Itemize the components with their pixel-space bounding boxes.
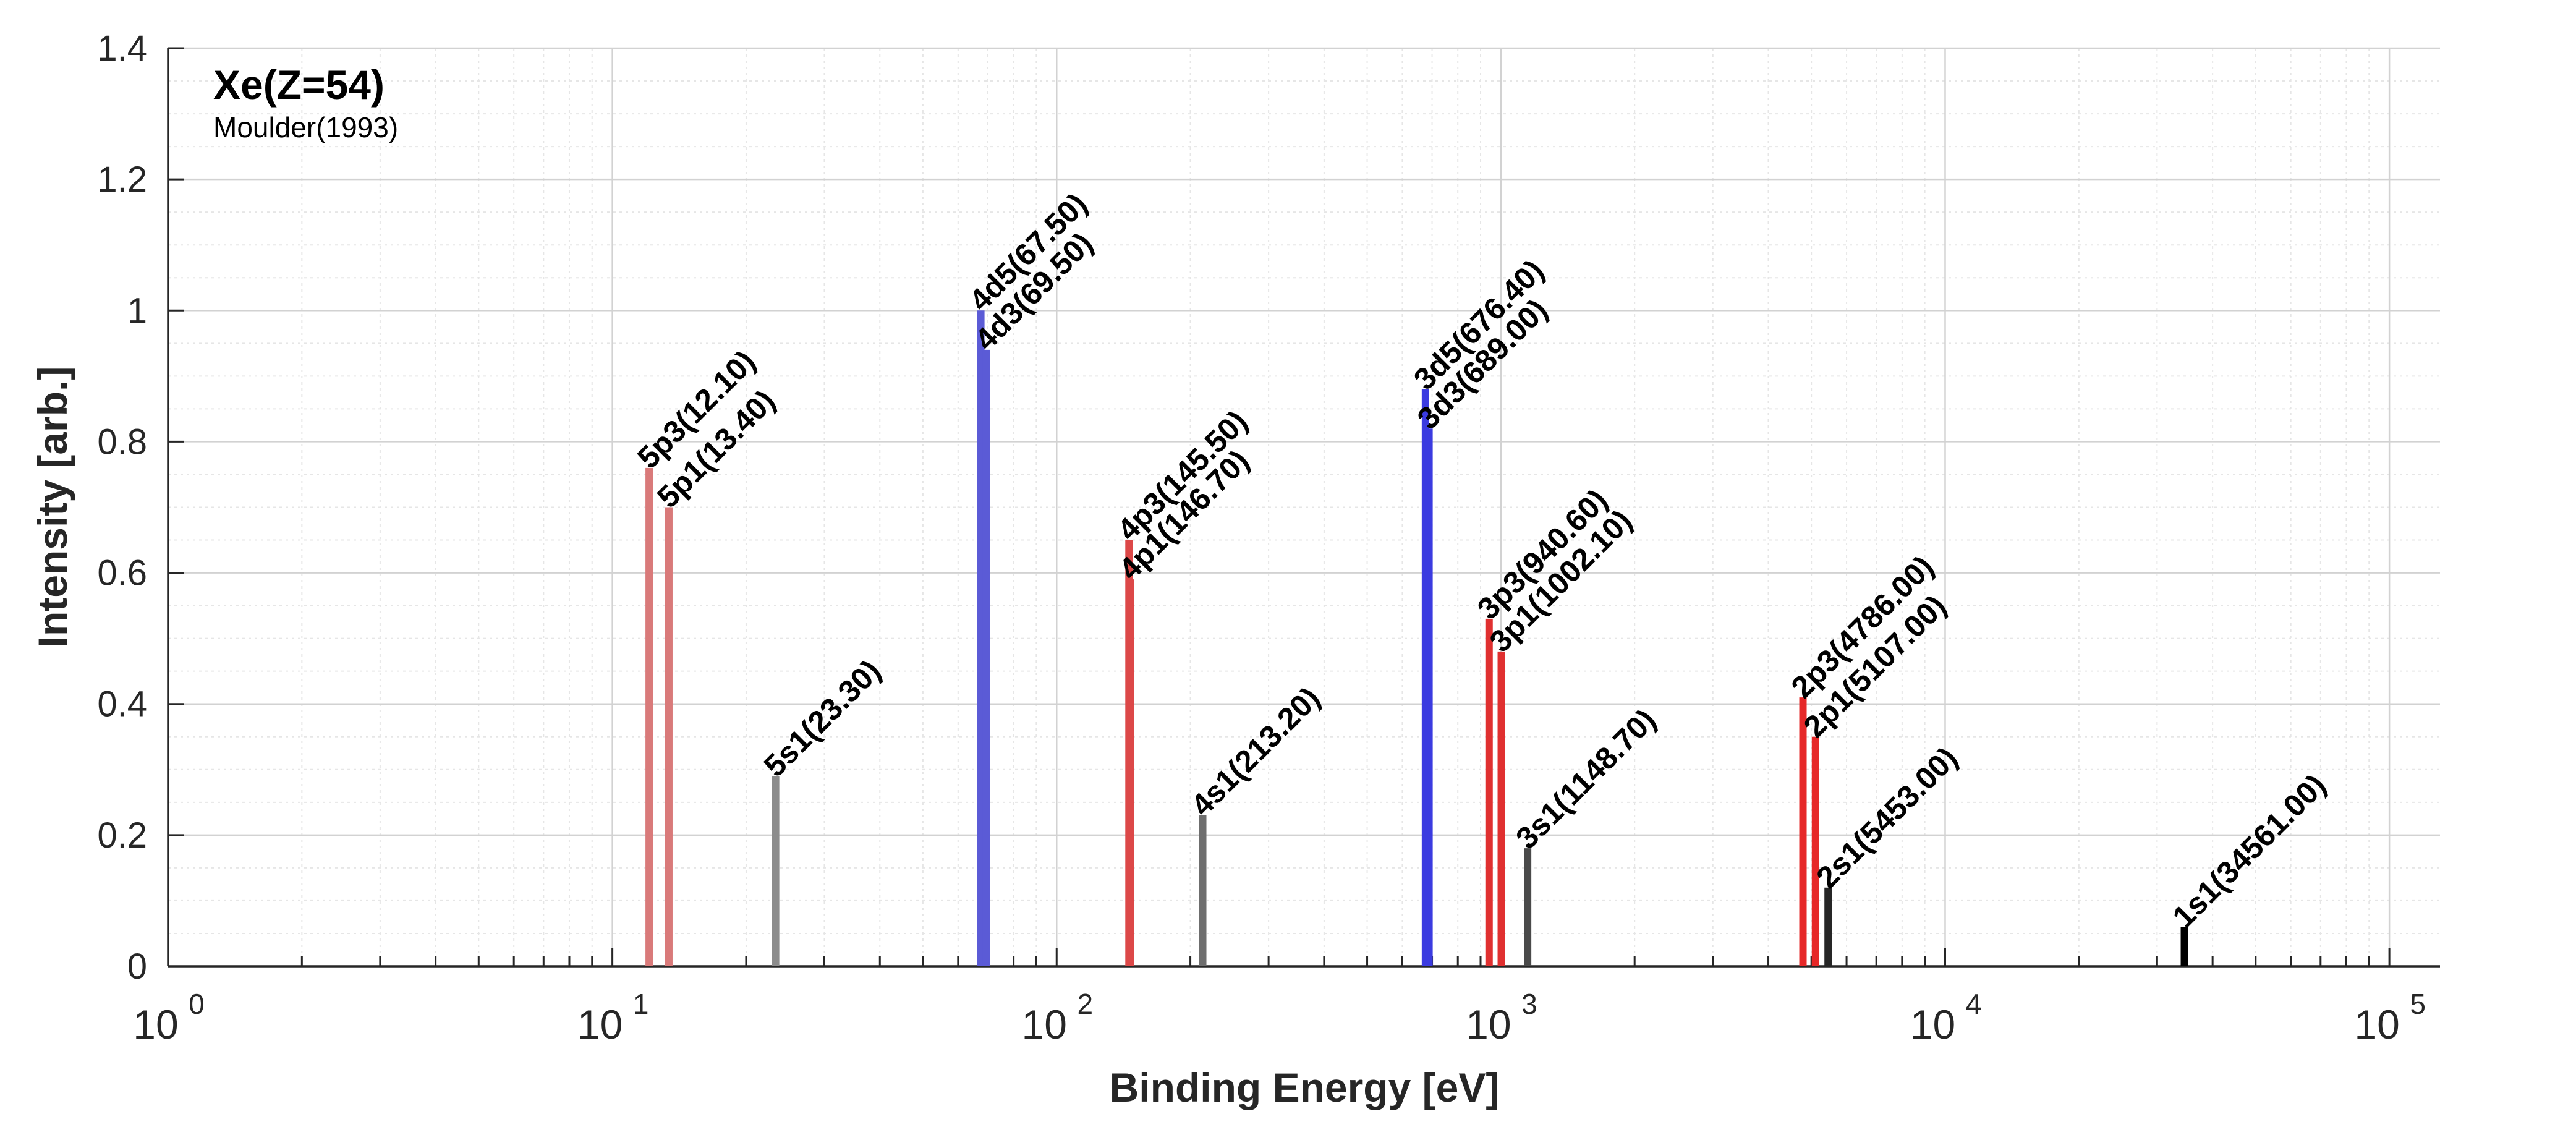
y-tick-label: 1.2 [97, 159, 147, 200]
x-tick-exponent: 1 [633, 988, 649, 1020]
chart-subtitle: Moulder(1993) [213, 111, 398, 143]
y-axis-title: Intensity [arb.] [30, 367, 75, 648]
plot-area: 5p3(12.10)5p1(13.40)5s1(23.30)4d5(67.50)… [167, 47, 2440, 968]
y-tick-label: 0.8 [97, 422, 147, 462]
bar-layer [645, 310, 2188, 966]
x-tick-labels: 10 0 10 1 10 2 10 3 10 4 10 5 [133, 988, 2426, 1047]
y-tick-label: 0.4 [97, 684, 147, 725]
x-tick-label: 10 [133, 1002, 178, 1047]
x-axis-title: Binding Energy [eV] [1110, 1065, 1500, 1110]
x-tick-label: 10 [577, 1002, 623, 1047]
axis-layer [167, 47, 2440, 968]
y-tick-label: 0.6 [97, 553, 147, 593]
x-tick-label: 10 [2354, 1002, 2399, 1047]
x-tick-label: 10 [1466, 1002, 1511, 1047]
x-tick-exponent: 4 [1966, 988, 1982, 1020]
chart-title: Xe(Z=54) [213, 62, 385, 108]
y-tick-labels: 0 0.2 0.4 0.6 0.8 1 1.2 1.4 [97, 28, 147, 987]
x-tick-exponent: 5 [2410, 988, 2426, 1020]
x-tick-label: 10 [1910, 1002, 1955, 1047]
x-tick-exponent: 2 [1077, 988, 1093, 1020]
y-tick-label: 1.4 [97, 28, 147, 69]
y-tick-label: 1 [127, 291, 147, 331]
y-tick-label: 0.2 [97, 815, 147, 856]
x-tick-exponent: 3 [1521, 988, 1537, 1020]
y-tick-label: 0 [127, 946, 147, 987]
x-tick-label: 10 [1022, 1002, 1067, 1047]
x-tick-exponent: 0 [189, 988, 205, 1020]
